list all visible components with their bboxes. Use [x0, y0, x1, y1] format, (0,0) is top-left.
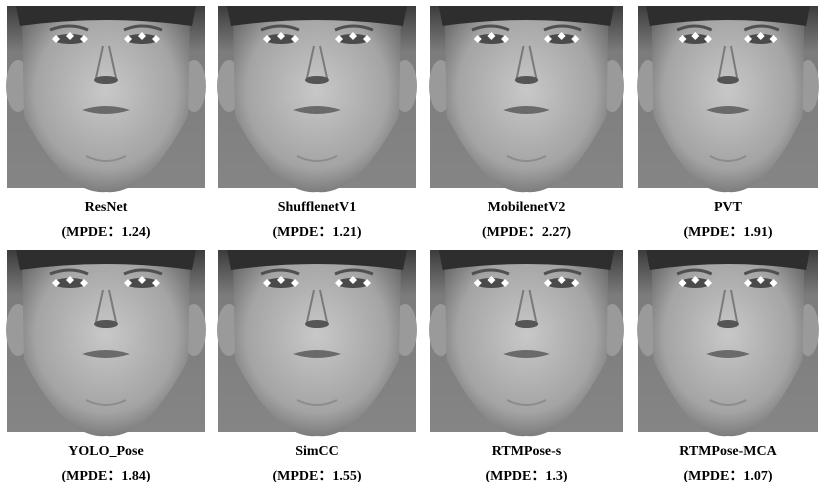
panel-caption: (MPDE：1.24) — [61, 225, 150, 240]
panel-caption: (MPDE：1.84) — [61, 469, 150, 482]
panel-caption: (MPDE：1.21) — [272, 225, 361, 240]
panel — [217, 250, 417, 436]
panel-label: ShufflenetV1 — [278, 200, 357, 215]
nostrils — [305, 76, 329, 84]
panel — [6, 250, 206, 436]
panel-label: PVT — [714, 200, 743, 215]
nostrils — [305, 320, 329, 328]
panel-caption: (MPDE：1.07) — [683, 469, 772, 482]
panel-caption: (MPDE：2.27) — [482, 225, 571, 240]
panel — [637, 6, 819, 192]
panel-label: MobilenetV2 — [488, 200, 566, 215]
panel — [217, 6, 417, 192]
nostrils — [717, 76, 739, 84]
nostrils — [717, 320, 739, 328]
panel-label: ResNet — [85, 200, 128, 215]
panel-caption: (MPDE：1.55) — [272, 469, 361, 482]
nostrils — [94, 320, 118, 328]
figure: ResNet (MPDE：1.24) ShufflenetV1 (MPDE：1.21)… — [0, 0, 824, 482]
panel-label: RTMPose-s — [492, 444, 562, 459]
panel-label: RTMPose-MCA — [679, 444, 777, 459]
panel — [429, 250, 624, 436]
panel — [637, 250, 819, 436]
panel-caption: (MPDE：1.91) — [683, 225, 772, 240]
panel-label: YOLO_Pose — [68, 444, 143, 459]
nostrils — [94, 76, 118, 84]
nostrils — [515, 76, 538, 84]
panel-label: SimCC — [295, 444, 339, 459]
nostrils — [515, 320, 538, 328]
panel — [429, 6, 624, 192]
panel-caption: (MPDE：1.3) — [485, 469, 567, 482]
panel — [6, 6, 206, 192]
